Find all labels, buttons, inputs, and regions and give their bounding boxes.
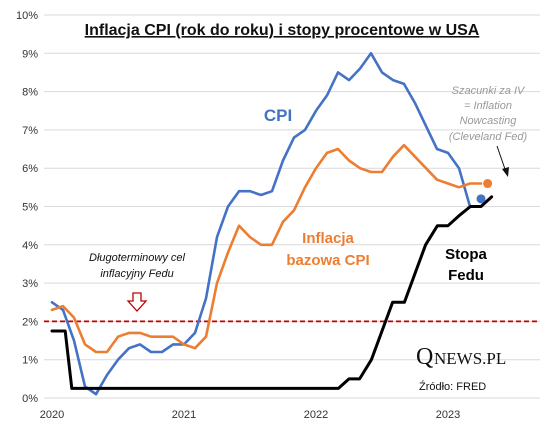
- x-tick-label: 2023: [436, 409, 460, 421]
- y-tick-label: 6%: [22, 163, 38, 175]
- core-series-label-line2: bazowa CPI: [286, 252, 369, 269]
- target-note-line2: inflacyjny Fedu: [100, 268, 173, 280]
- estimate-note-line2: = Inflation: [464, 100, 512, 112]
- y-axis-ticks: 0% 1% 2% 3% 4% 5% 6% 7% 8% 9% 10%: [16, 10, 38, 405]
- fed-series-label-line1: Stopa: [445, 246, 487, 263]
- estimate-note-line1: Szacunki za IV: [452, 85, 526, 97]
- fed-series-label-line2: Fedu: [448, 267, 484, 284]
- estimate-arrow-icon: [496, 145, 509, 177]
- y-tick-label: 1%: [22, 355, 38, 367]
- x-tick-label: 2022: [304, 409, 328, 421]
- estimate-note-line3: Nowcasting: [460, 115, 518, 127]
- y-tick-label: 7%: [22, 125, 38, 137]
- core-series-line: [50, 143, 483, 354]
- estimate-layer: [476, 179, 493, 204]
- y-tick-label: 8%: [22, 87, 38, 99]
- y-tick-label: 10%: [16, 10, 38, 22]
- fed-series-line: [50, 195, 494, 390]
- core-estimate-point: [483, 179, 493, 189]
- source-label: Źródło: FRED: [419, 380, 486, 393]
- y-tick-label: 2%: [22, 316, 38, 328]
- x-tick-label: 2021: [172, 409, 196, 421]
- y-tick-label: 5%: [22, 202, 38, 214]
- brand-logo-q: Q: [416, 344, 433, 370]
- series-layer: [50, 51, 494, 396]
- estimate-note-line4: (Cleveland Fed): [449, 131, 528, 143]
- cpi-series-line: [50, 51, 472, 396]
- core-series-label-line1: Inflacja: [302, 230, 354, 247]
- chart-title: Inflacja CPI (rok do roku) i stopy proce…: [85, 22, 480, 39]
- target-note-line1: Długoterminowy cel: [89, 252, 186, 264]
- x-tick-label: 2020: [40, 409, 64, 421]
- y-tick-label: 0%: [22, 393, 38, 405]
- x-axis-ticks: 2020 2021 2022 2023: [40, 409, 460, 421]
- cpi-estimate-point: [476, 194, 486, 204]
- brand-logo: Q NEWS.PL: [416, 344, 506, 370]
- cpi-series-label: CPI: [264, 106, 292, 125]
- y-tick-label: 4%: [22, 240, 38, 252]
- y-tick-label: 9%: [22, 48, 38, 60]
- brand-logo-rest: NEWS.PL: [434, 349, 506, 368]
- y-tick-label: 3%: [22, 278, 38, 290]
- target-arrow-icon: [126, 292, 148, 312]
